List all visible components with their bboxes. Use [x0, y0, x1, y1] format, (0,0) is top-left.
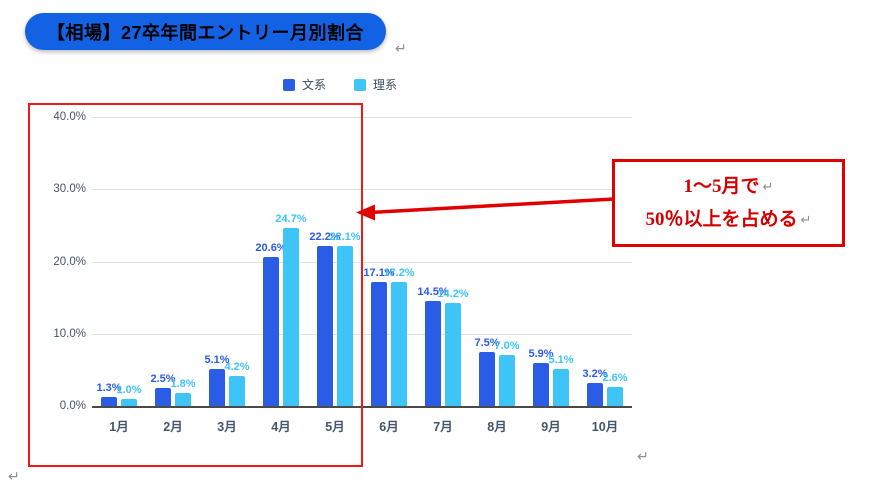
- bar-理系-1月: 1.0%: [116, 384, 142, 406]
- bar-group: 2.5% 1.8% 2月: [146, 117, 200, 434]
- y-axis-tick-label: 10.0%: [53, 327, 86, 340]
- bar-group: 5.1% 4.2% 3月: [200, 117, 254, 434]
- value-label: 4.2%: [224, 360, 250, 373]
- annotation-arrow: [356, 197, 615, 221]
- value-label: 7.0%: [494, 340, 520, 353]
- bar-文系-10月: 3.2%: [582, 368, 608, 406]
- bar-文系-1月: 1.3%: [96, 382, 122, 406]
- month-label: 10月: [591, 420, 619, 434]
- month-label: 2月: [163, 420, 183, 434]
- value-label: 22.2%: [309, 230, 341, 243]
- bar-理系-3月: 4.2%: [224, 361, 250, 406]
- value-label: 24.7%: [275, 212, 307, 225]
- bar-文系-2月: 2.5%: [150, 373, 176, 406]
- legend-swatch-bunkei: [283, 78, 295, 91]
- value-label: 1.0%: [116, 383, 142, 396]
- bar-理系-4月: 24.7%: [275, 213, 307, 406]
- bar-group: 3.2% 2.6% 10月: [578, 117, 632, 434]
- value-label: 17.1%: [363, 267, 395, 280]
- annotation-text-1: 1～5月で: [683, 176, 760, 197]
- paragraph-return-mark: ↵: [395, 40, 407, 56]
- paragraph-return-mark: ↵: [637, 448, 649, 464]
- value-label: 17.2%: [383, 266, 415, 279]
- annotation-line-2: 50％以上を占める ↵: [646, 203, 812, 236]
- value-label: 14.5%: [417, 286, 449, 299]
- bar-group: 7.5% 7.0% 8月: [470, 117, 524, 434]
- chart: 1.3% 1.0% 1月 2.5% 1.8% 2月 5.1% 4.2% 3月 20.6% 24.7%…: [40, 110, 636, 450]
- bar-理系-2月: 1.8%: [170, 378, 196, 406]
- value-label: 3.2%: [582, 367, 608, 380]
- bar-理系-9月: 5.1%: [548, 354, 574, 406]
- value-label: 2.6%: [602, 372, 628, 385]
- month-label: 1月: [109, 420, 129, 434]
- month-label: 4月: [271, 420, 291, 434]
- bar-group: 1.3% 1.0% 1月: [92, 117, 146, 434]
- value-label: 20.6%: [255, 242, 287, 255]
- legend-swatch-rikei: [354, 78, 367, 91]
- page-title: 【相場】27卒年間エントリー月別割合: [25, 13, 387, 50]
- value-label: 14.2%: [437, 288, 469, 301]
- month-label: 8月: [487, 420, 507, 434]
- bar-文系-5月: 22.2%: [309, 231, 341, 406]
- bar-文系-6月: 17.1%: [363, 267, 395, 406]
- value-label: 22.1%: [329, 231, 361, 244]
- month-label: 9月: [541, 420, 561, 434]
- bar-group: 20.6% 24.7% 4月: [254, 117, 308, 434]
- bar-理系-6月: 17.2%: [383, 267, 415, 406]
- value-label: 5.9%: [528, 348, 554, 361]
- y-axis-tick-label: 40.0%: [53, 111, 86, 123]
- value-label: 7.5%: [474, 336, 500, 349]
- legend-item-bunkei: 文系: [283, 76, 326, 93]
- return-mark-icon: ↵: [800, 212, 812, 227]
- bar-group: 17.1% 17.2% 6月: [362, 117, 416, 434]
- legend-item-rikei: 理系: [354, 76, 397, 93]
- legend-label-bunkei: 文系: [302, 78, 327, 92]
- annotation-text-2: 50％以上を占める: [645, 209, 798, 230]
- paragraph-return-mark: ↵: [8, 468, 20, 484]
- bar-group: 14.5% 14.2% 7月: [416, 117, 470, 434]
- month-label: 7月: [433, 420, 453, 434]
- y-axis-tick-label: 0.0%: [59, 400, 86, 412]
- bar-group: 5.9% 5.1% 9月: [524, 117, 578, 434]
- bar-理系-10月: 2.6%: [602, 372, 628, 406]
- y-axis-tick-label: 20.0%: [53, 255, 86, 268]
- month-label: 6月: [379, 420, 399, 434]
- annotation-box: 1～5月で ↵ 50％以上を占める ↵: [612, 159, 845, 247]
- value-label: 1.3%: [96, 381, 122, 394]
- bar-文系-8月: 7.5%: [474, 337, 500, 406]
- annotation-line-1: 1～5月で ↵: [684, 170, 774, 203]
- bar-group: 22.2% 22.1% 5月: [308, 117, 362, 434]
- bar-文系-4月: 20.6%: [255, 242, 287, 406]
- month-label: 5月: [325, 420, 345, 434]
- bar-理系-5月: 22.1%: [329, 231, 361, 406]
- legend-label-rikei: 理系: [373, 78, 398, 92]
- bar-文系-9月: 5.9%: [528, 348, 554, 406]
- return-mark-icon: ↵: [762, 179, 774, 194]
- bar-文系-7月: 14.5%: [417, 286, 449, 406]
- month-label: 3月: [217, 420, 237, 434]
- bar-理系-8月: 7.0%: [494, 340, 520, 406]
- value-label: 5.1%: [204, 354, 230, 367]
- plot-area: 1.3% 1.0% 1月 2.5% 1.8% 2月 5.1% 4.2% 3月 20.6% 24.7%…: [92, 117, 632, 434]
- chart-legend: 文系 理系: [283, 76, 397, 93]
- value-label: 5.1%: [548, 354, 574, 367]
- bar-理系-7月: 14.2%: [437, 288, 469, 406]
- value-label: 1.8%: [170, 378, 196, 390]
- y-axis-tick-label: 30.0%: [53, 183, 86, 196]
- bar-文系-3月: 5.1%: [204, 354, 230, 406]
- value-label: 2.5%: [150, 372, 176, 385]
